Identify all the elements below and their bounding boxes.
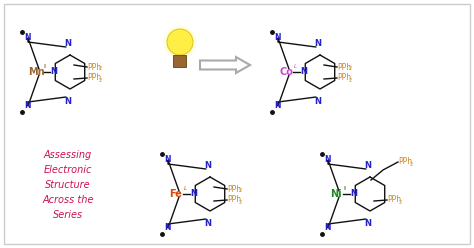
Text: N: N: [365, 219, 372, 228]
Text: N: N: [25, 101, 31, 111]
Text: N: N: [191, 189, 198, 198]
Text: PPh: PPh: [398, 157, 412, 166]
Text: PPh: PPh: [227, 185, 241, 193]
Text: L: L: [183, 186, 187, 191]
Text: Assessing
Electronic
Structure
Across the
Series: Assessing Electronic Structure Across th…: [42, 150, 94, 219]
Text: N: N: [275, 33, 281, 42]
Text: 2: 2: [410, 161, 413, 166]
Text: N: N: [51, 67, 57, 76]
Text: PPh: PPh: [337, 62, 351, 71]
Text: 2: 2: [349, 77, 352, 83]
Circle shape: [167, 29, 193, 55]
Text: ?: ?: [175, 34, 184, 50]
Text: II: II: [44, 64, 46, 69]
Text: II: II: [344, 186, 346, 191]
Text: N: N: [315, 38, 321, 48]
Text: Ni: Ni: [330, 189, 342, 199]
FancyArrow shape: [200, 57, 250, 73]
Text: N: N: [325, 223, 331, 233]
Text: Co: Co: [279, 67, 293, 77]
Text: PPh: PPh: [337, 73, 351, 83]
Text: PPh: PPh: [87, 73, 101, 83]
Text: 2: 2: [99, 77, 102, 83]
Text: N: N: [275, 101, 281, 111]
Text: L: L: [293, 64, 297, 69]
Text: N: N: [350, 189, 357, 198]
Text: Fe: Fe: [170, 189, 182, 199]
Text: N: N: [325, 155, 331, 164]
Circle shape: [164, 26, 196, 58]
Text: N: N: [204, 219, 211, 228]
FancyBboxPatch shape: [173, 55, 186, 67]
Text: N: N: [315, 97, 321, 106]
Text: PPh: PPh: [387, 195, 401, 205]
Text: N: N: [165, 223, 171, 233]
Text: PPh: PPh: [227, 195, 241, 205]
Text: N: N: [365, 160, 372, 169]
Text: PPh: PPh: [87, 62, 101, 71]
Text: N: N: [301, 67, 308, 76]
FancyBboxPatch shape: [4, 4, 470, 244]
Text: N: N: [204, 160, 211, 169]
Text: 2: 2: [239, 199, 242, 205]
Text: Mn: Mn: [27, 67, 44, 77]
Text: N: N: [64, 38, 72, 48]
Text: 2: 2: [349, 66, 352, 71]
Text: N: N: [25, 33, 31, 42]
Text: N: N: [64, 97, 72, 106]
Text: N: N: [165, 155, 171, 164]
Text: 2: 2: [239, 188, 242, 193]
Text: 2: 2: [99, 66, 102, 71]
Text: 2: 2: [399, 199, 402, 205]
